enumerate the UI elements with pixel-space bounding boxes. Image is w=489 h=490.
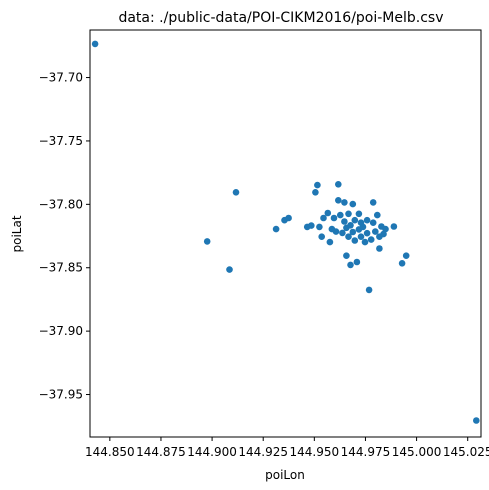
data-point: [335, 181, 342, 188]
data-point: [380, 230, 387, 238]
y-tick-label: −37.70: [39, 71, 83, 85]
x-tick-label: 144.850: [85, 445, 135, 459]
data-point: [318, 233, 326, 240]
data-point: [203, 238, 211, 245]
data-point: [349, 228, 357, 236]
data-point: [363, 229, 371, 237]
data-point: [320, 214, 327, 222]
data-point: [353, 258, 361, 266]
data-point: [226, 266, 233, 273]
data-point: [372, 228, 379, 235]
x-axis-label: poiLon: [265, 468, 305, 482]
data-point: [324, 209, 332, 217]
x-tick-label: 144.950: [290, 445, 340, 459]
y-tick-label: −37.90: [39, 324, 83, 338]
plot-frame: [89, 29, 482, 438]
data-point: [361, 238, 369, 246]
x-tick-label: 144.975: [341, 445, 391, 459]
data-point: [365, 286, 373, 294]
data-point: [337, 211, 344, 219]
data-point: [343, 252, 350, 259]
data-point: [367, 236, 375, 243]
data-point: [314, 181, 321, 189]
data-point: [326, 238, 334, 246]
data-point: [335, 197, 342, 204]
data-point: [382, 225, 389, 233]
data-point: [369, 199, 377, 206]
data-point: [285, 214, 292, 222]
data-point: [345, 233, 352, 240]
x-tick-label: 144.875: [136, 445, 186, 459]
data-point: [347, 261, 354, 269]
y-tick-label: −37.85: [39, 261, 83, 275]
x-tick-label: 145.025: [443, 445, 489, 459]
data-point: [374, 211, 381, 219]
data-point: [312, 189, 319, 196]
data-point: [351, 237, 359, 244]
chart-title: data: ./public-data/POI-CIKM2016/poi-Mel…: [118, 10, 443, 26]
data-point: [316, 223, 323, 231]
data-point: [91, 40, 99, 48]
data-point: [330, 214, 338, 222]
x-tick-label: 144.900: [187, 445, 237, 459]
data-point: [341, 199, 348, 206]
data-point: [232, 189, 240, 196]
data-point: [473, 417, 480, 424]
data-point: [390, 223, 398, 230]
data-point: [308, 222, 315, 229]
data-point: [341, 218, 348, 225]
data-point: [332, 228, 340, 235]
data-point: [357, 233, 365, 240]
data-point: [351, 216, 359, 224]
data-point: [402, 252, 410, 259]
y-axis-ticks: −37.70 −37.75 −37.80 −37.85 −37.90 −37.95: [39, 71, 90, 402]
data-point: [398, 260, 406, 267]
y-axis-label: poiLat: [10, 215, 24, 252]
points-layer: [91, 40, 480, 424]
data-point: [355, 210, 363, 218]
data-point: [347, 222, 354, 229]
y-tick-label: −37.75: [39, 134, 83, 148]
plot-area: [90, 30, 481, 437]
data-point: [345, 210, 352, 218]
x-tick-label: 144.925: [238, 445, 288, 459]
data-point: [363, 216, 371, 224]
data-point: [376, 245, 383, 252]
x-tick-label: 145.000: [392, 445, 442, 459]
data-point: [339, 229, 346, 237]
x-axis-ticks: 144.850 144.875 144.900 144.925 144.950 144.9…: [85, 437, 489, 459]
data-point: [272, 225, 280, 233]
data-point: [359, 223, 367, 231]
y-tick-label: −37.95: [39, 388, 83, 402]
data-point: [369, 219, 377, 226]
y-tick-label: −37.80: [39, 197, 83, 211]
data-point: [349, 200, 357, 208]
